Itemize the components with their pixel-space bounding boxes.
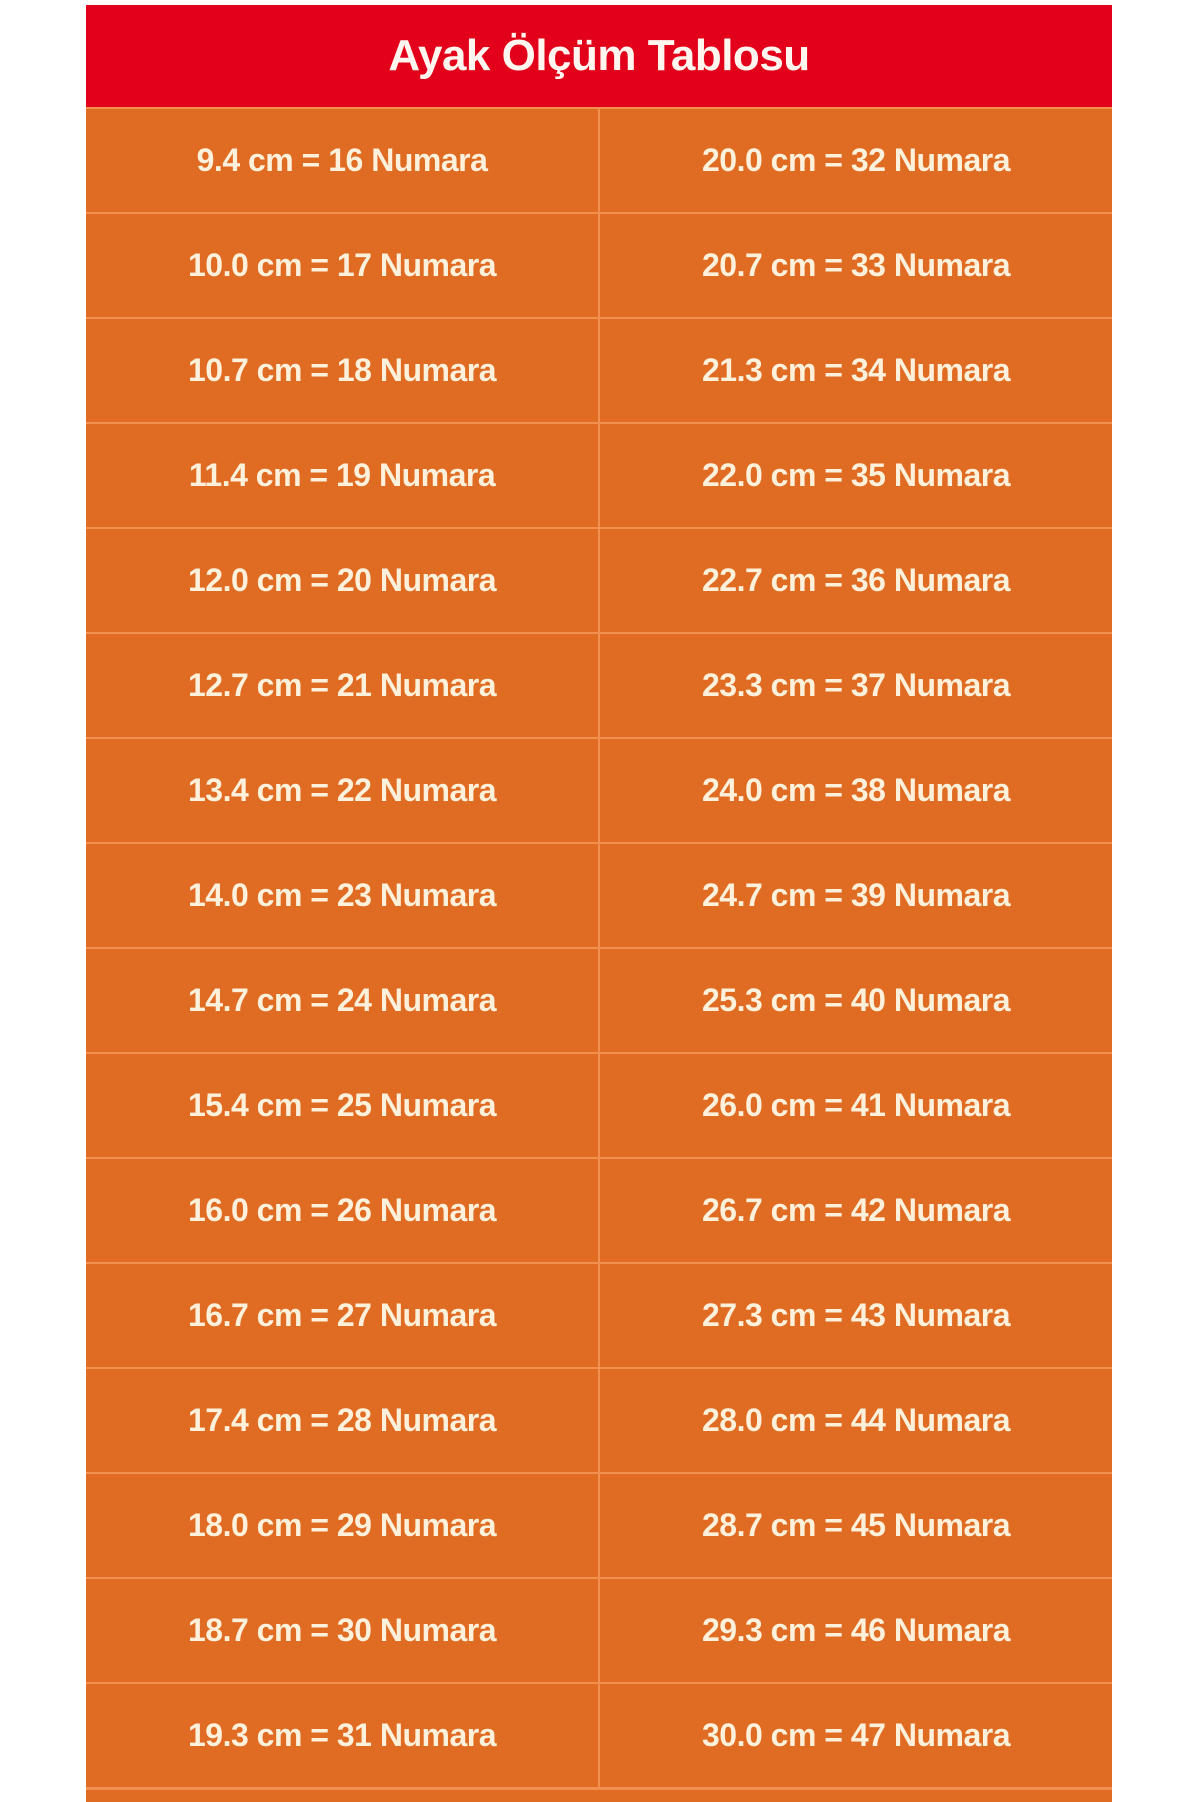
size-cell: 15.4 cm = 25 Numara [187,1087,497,1123]
table-row: 9.4 cm = 16 Numara 20.0 cm = 32 Numara [86,107,1112,212]
size-cell: 23.3 cm = 37 Numara [598,634,1112,737]
size-cell: 28.0 cm = 44 Numara [598,1369,1112,1472]
size-cell: 14.7 cm = 24 Numara [187,982,497,1018]
table-row: 13.4 cm = 22 Numara 24.0 cm = 38 Numara [86,737,1112,842]
table-row: 12.0 cm = 20 Numara 22.7 cm = 36 Numara [86,527,1112,632]
size-cell: 12.0 cm = 20 Numara [187,562,497,598]
size-cell: 29.3 cm = 46 Numara [598,1579,1112,1682]
size-cell: 10.0 cm = 17 Numara [187,247,497,283]
size-cell: 9.4 cm = 16 Numara [196,142,488,178]
table-body: 9.4 cm = 16 Numara 20.0 cm = 32 Numara 10.… [86,107,1112,1787]
table-row: 18.7 cm = 30 Numara 29.3 cm = 46 Numara [86,1577,1112,1682]
size-cell: 18.7 cm = 30 Numara [187,1612,497,1648]
size-cell: 14.0 cm = 23 Numara [187,877,497,913]
size-cell: 12.7 cm = 21 Numara [187,667,497,703]
table-row: 12.7 cm = 21 Numara 23.3 cm = 37 Numara [86,632,1112,737]
table-title: Ayak Ölçüm Tablosu [86,5,1112,107]
size-cell: 25.3 cm = 40 Numara [598,949,1112,1052]
size-cell: 24.7 cm = 39 Numara [598,844,1112,947]
size-cell: 19.3 cm = 31 Numara [187,1717,497,1753]
size-cell: 30.0 cm = 47 Numara [598,1684,1112,1787]
table-row: 10.7 cm = 18 Numara 21.3 cm = 34 Numara [86,317,1112,422]
size-cell: 26.0 cm = 41 Numara [598,1054,1112,1157]
table-bottom-edge [86,1787,1112,1802]
size-chart-table: Ayak Ölçüm Tablosu 9.4 cm = 16 Numara 20.… [86,5,1112,1802]
size-cell: 22.7 cm = 36 Numara [598,529,1112,632]
size-cell: 11.4 cm = 19 Numara [188,457,496,493]
table-row: 11.4 cm = 19 Numara 22.0 cm = 35 Numara [86,422,1112,527]
size-cell: 17.4 cm = 28 Numara [187,1402,497,1438]
size-cell: 16.7 cm = 27 Numara [187,1297,497,1333]
size-cell: 16.0 cm = 26 Numara [187,1192,497,1228]
table-row: 17.4 cm = 28 Numara 28.0 cm = 44 Numara [86,1367,1112,1472]
size-cell: 20.7 cm = 33 Numara [598,214,1112,317]
table-row: 14.7 cm = 24 Numara 25.3 cm = 40 Numara [86,947,1112,1052]
size-cell: 20.0 cm = 32 Numara [598,109,1112,212]
table-row: 16.0 cm = 26 Numara 26.7 cm = 42 Numara [86,1157,1112,1262]
table-row: 19.3 cm = 31 Numara 30.0 cm = 47 Numara [86,1682,1112,1787]
table-row: 10.0 cm = 17 Numara 20.7 cm = 33 Numara [86,212,1112,317]
size-cell: 26.7 cm = 42 Numara [598,1159,1112,1262]
size-cell: 10.7 cm = 18 Numara [187,352,497,388]
size-cell: 28.7 cm = 45 Numara [598,1474,1112,1577]
table-row: 18.0 cm = 29 Numara 28.7 cm = 45 Numara [86,1472,1112,1577]
size-cell: 22.0 cm = 35 Numara [598,424,1112,527]
size-cell: 13.4 cm = 22 Numara [187,772,497,808]
table-row: 15.4 cm = 25 Numara 26.0 cm = 41 Numara [86,1052,1112,1157]
table-row: 14.0 cm = 23 Numara 24.7 cm = 39 Numara [86,842,1112,947]
size-cell: 24.0 cm = 38 Numara [598,739,1112,842]
size-cell: 27.3 cm = 43 Numara [598,1264,1112,1367]
size-cell: 21.3 cm = 34 Numara [598,319,1112,422]
size-cell: 18.0 cm = 29 Numara [187,1507,497,1543]
table-row: 16.7 cm = 27 Numara 27.3 cm = 43 Numara [86,1262,1112,1367]
